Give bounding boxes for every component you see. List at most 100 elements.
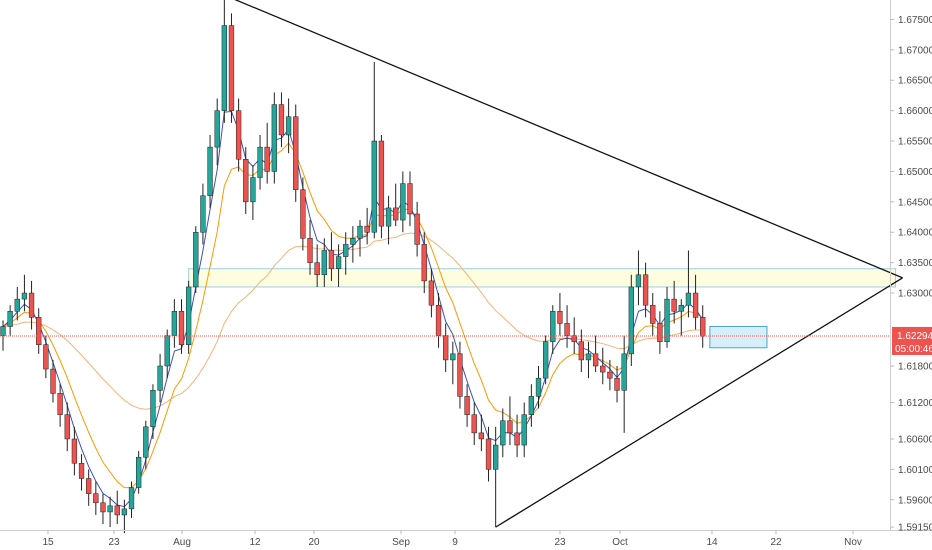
candle-body[interactable] bbox=[671, 298, 677, 312]
candle-body[interactable] bbox=[78, 463, 85, 479]
candle-body[interactable] bbox=[278, 104, 285, 136]
candle-body[interactable] bbox=[635, 274, 642, 288]
candle-body[interactable] bbox=[457, 353, 463, 397]
candle-body[interactable] bbox=[507, 420, 513, 434]
candle-body[interactable] bbox=[107, 505, 113, 513]
candle-body[interactable] bbox=[193, 231, 199, 288]
candle-body[interactable] bbox=[71, 438, 78, 464]
candle-body[interactable] bbox=[385, 207, 392, 227]
candle-body[interactable] bbox=[435, 304, 442, 336]
candle-body[interactable] bbox=[328, 250, 335, 269]
candle-body[interactable] bbox=[471, 414, 477, 434]
candle-body[interactable] bbox=[214, 110, 220, 148]
candle-body[interactable] bbox=[121, 508, 128, 516]
candle-body[interactable] bbox=[607, 371, 613, 379]
upper-trendline[interactable] bbox=[224, 0, 903, 279]
candle-body[interactable] bbox=[400, 183, 406, 221]
candle-body[interactable] bbox=[692, 292, 699, 318]
candle-body[interactable] bbox=[407, 183, 413, 215]
candle-body[interactable] bbox=[285, 116, 292, 136]
candle-body[interactable] bbox=[357, 225, 363, 239]
candle-body[interactable] bbox=[314, 262, 320, 276]
candle-body[interactable] bbox=[321, 250, 327, 276]
candle-body[interactable] bbox=[614, 377, 620, 391]
candle-body[interactable] bbox=[335, 256, 342, 269]
candle-body[interactable] bbox=[228, 25, 235, 111]
candle-body[interactable] bbox=[43, 344, 49, 370]
candle-body[interactable] bbox=[664, 298, 670, 342]
trendlines-layer[interactable] bbox=[224, 0, 903, 528]
candle-body[interactable] bbox=[114, 505, 120, 516]
candle-body[interactable] bbox=[0, 326, 6, 336]
candle-body[interactable] bbox=[592, 353, 599, 367]
candle-body[interactable] bbox=[678, 304, 684, 312]
candle-body[interactable] bbox=[57, 393, 63, 415]
candle-body[interactable] bbox=[50, 368, 56, 394]
candle-body[interactable] bbox=[550, 311, 556, 342]
candle-body[interactable] bbox=[221, 25, 227, 111]
candle-body[interactable] bbox=[243, 159, 249, 203]
candle-body[interactable] bbox=[600, 365, 606, 373]
candle-body[interactable] bbox=[478, 432, 485, 440]
candle-body[interactable] bbox=[650, 304, 656, 324]
candle-body[interactable] bbox=[628, 286, 634, 355]
candle-body[interactable] bbox=[136, 456, 142, 488]
candle-body[interactable] bbox=[36, 317, 42, 345]
candle-body[interactable] bbox=[14, 298, 20, 312]
candle-body[interactable] bbox=[414, 213, 420, 245]
candle-body[interactable] bbox=[443, 335, 449, 361]
candle-body[interactable] bbox=[250, 177, 256, 203]
candle-body[interactable] bbox=[207, 146, 213, 197]
candle-body[interactable] bbox=[393, 207, 399, 221]
candle-body[interactable] bbox=[564, 323, 570, 336]
candle-body[interactable] bbox=[157, 365, 163, 391]
lower-trendline[interactable] bbox=[495, 277, 903, 528]
candle-body[interactable] bbox=[514, 432, 520, 446]
candle-body[interactable] bbox=[521, 414, 527, 446]
candle-body[interactable] bbox=[350, 238, 356, 245]
candles-layer[interactable] bbox=[0, 0, 706, 534]
candle-body[interactable] bbox=[64, 414, 70, 440]
candle-body[interactable] bbox=[343, 244, 349, 257]
candle-body[interactable] bbox=[100, 502, 106, 513]
candle-body[interactable] bbox=[178, 311, 185, 345]
candle-body[interactable] bbox=[93, 493, 99, 504]
candle-body[interactable] bbox=[128, 487, 135, 510]
candle-body[interactable] bbox=[143, 426, 149, 458]
candle-body[interactable] bbox=[371, 140, 377, 233]
candle-body[interactable] bbox=[700, 317, 706, 337]
candle-body[interactable] bbox=[264, 146, 270, 172]
candle-body[interactable] bbox=[685, 292, 692, 306]
candle-body[interactable] bbox=[235, 110, 242, 160]
candle-body[interactable] bbox=[271, 104, 277, 172]
candle-body[interactable] bbox=[21, 292, 28, 300]
candle-body[interactable] bbox=[585, 353, 592, 361]
candle-body[interactable] bbox=[28, 292, 35, 318]
candle-body[interactable] bbox=[378, 140, 385, 227]
candle-body[interactable] bbox=[428, 280, 435, 306]
candle-body[interactable] bbox=[657, 323, 663, 342]
candle-body[interactable] bbox=[450, 353, 456, 361]
candle-body[interactable] bbox=[621, 353, 627, 391]
candle-body[interactable] bbox=[464, 396, 470, 415]
candle-body[interactable] bbox=[557, 311, 563, 324]
candle-body[interactable] bbox=[150, 390, 156, 428]
candle-body[interactable] bbox=[257, 146, 263, 178]
candle-body[interactable] bbox=[7, 311, 13, 327]
candle-body[interactable] bbox=[307, 238, 313, 263]
candle-body[interactable] bbox=[86, 478, 92, 494]
candle-body[interactable] bbox=[185, 286, 192, 345]
candle-body[interactable] bbox=[293, 116, 299, 190]
candle-body[interactable] bbox=[542, 341, 549, 379]
candle-body[interactable] bbox=[300, 189, 306, 239]
candle-body[interactable] bbox=[642, 274, 649, 306]
candle-body[interactable] bbox=[493, 444, 499, 470]
candle-body[interactable] bbox=[578, 341, 584, 361]
candle-body[interactable] bbox=[171, 311, 178, 336]
candle-body[interactable] bbox=[535, 377, 542, 397]
candle-body[interactable] bbox=[364, 225, 370, 233]
candle-body[interactable] bbox=[200, 195, 206, 233]
candle-body[interactable] bbox=[164, 335, 170, 367]
candle-body[interactable] bbox=[500, 420, 506, 446]
candle-body[interactable] bbox=[571, 335, 577, 342]
